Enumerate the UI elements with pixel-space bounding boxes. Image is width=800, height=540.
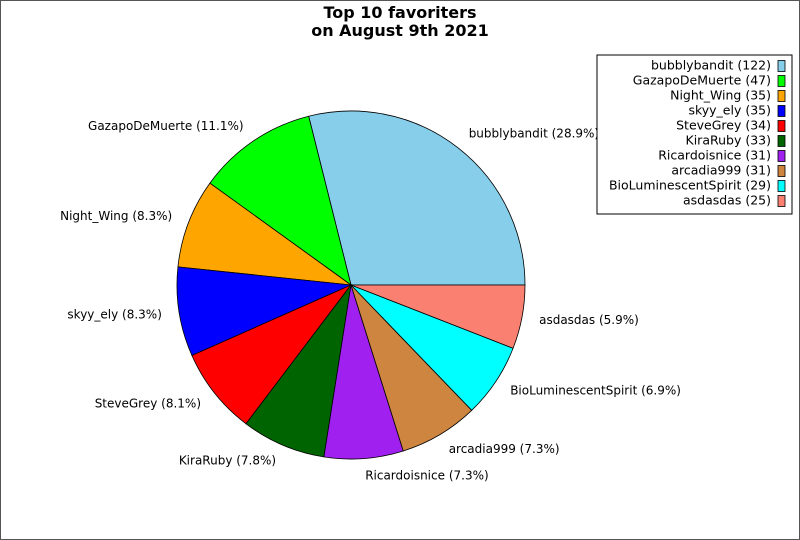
legend-swatch-SteveGrey — [777, 120, 786, 132]
slice-label-GazapoDeMuerte: GazapoDeMuerte (11.1%) — [88, 119, 244, 133]
slice-label-skyy_ely: skyy_ely (8.3%) — [67, 307, 161, 321]
legend-entry-bubblybandit: bubblybandit (122) — [651, 58, 771, 73]
legend-entry-skyy_ely: skyy_ely (35) — [688, 103, 771, 118]
pie-slice-Night_Wing — [177, 182, 353, 286]
chart-title-line-1: Top 10 favoriters — [323, 3, 476, 22]
legend-swatch-BioLuminescentSpirit — [777, 180, 786, 192]
slice-label-Ricardoisnice: Ricardoisnice (7.3%) — [365, 468, 488, 482]
slice-label-BioLuminescentSpirit: BioLuminescentSpirit (6.9%) — [510, 384, 681, 398]
chart-title-line-2: on August 9th 2021 — [311, 21, 489, 40]
legend-swatch-KiraRuby — [777, 135, 786, 147]
pie-slices — [176, 110, 526, 460]
pie-slice-SteveGrey — [191, 284, 353, 425]
legend-swatch-bubblybandit — [777, 60, 786, 72]
slice-label-Night_Wing: Night_Wing (8.3%) — [60, 209, 172, 223]
legend-swatch-GazapoDeMuerte — [777, 75, 786, 87]
pie-slice-labels: bubblybandit (28.9%) GazapoDeMuerte (11.1… — [60, 119, 681, 482]
pie-slice-asdasdas — [350, 284, 526, 349]
legend-swatch-Ricardoisnice — [777, 150, 786, 162]
legend-swatch-Night_Wing — [777, 90, 786, 102]
legend-entry-Ricardoisnice: Ricardoisnice (31) — [658, 148, 771, 163]
slice-label-bubblybandit: bubblybandit (28.9%) — [469, 127, 599, 141]
legend-swatch-asdasdas — [777, 195, 786, 207]
slice-label-KiraRuby: KiraRuby (7.8%) — [179, 454, 276, 468]
legend-swatch-arcadia999 — [777, 165, 786, 177]
slice-label-arcadia999: arcadia999 (7.3%) — [449, 442, 560, 456]
slice-label-asdasdas: asdasdas (5.9%) — [539, 313, 639, 327]
legend-frame — [596, 54, 793, 215]
legend-entry-KiraRuby: KiraRuby (33) — [686, 133, 771, 148]
pie-slice-GazapoDeMuerte — [209, 115, 352, 286]
legend-entry-BioLuminescentSpirit: BioLuminescentSpirit (29) — [609, 178, 771, 193]
pie-slice-skyy_ely — [176, 266, 353, 356]
legend-entry-arcadia999: arcadia999 (31) — [671, 163, 771, 178]
slice-label-SteveGrey: SteveGrey (8.1%) — [95, 396, 201, 410]
legend-entry-SteveGrey: SteveGrey (34) — [676, 118, 771, 133]
legend-entry-asdasdas: asdasdas (25) — [683, 193, 771, 208]
legend-entry-GazapoDeMuerte: GazapoDeMuerte (47) — [633, 73, 771, 88]
pie-slice-bubblybandit — [308, 110, 526, 286]
legend-swatch-skyy_ely — [777, 105, 786, 117]
chart-legend: bubblybandit (122)GazapoDeMuerte (47)Nig… — [596, 54, 793, 215]
legend-entry-Night_Wing: Night_Wing (35) — [670, 88, 771, 103]
